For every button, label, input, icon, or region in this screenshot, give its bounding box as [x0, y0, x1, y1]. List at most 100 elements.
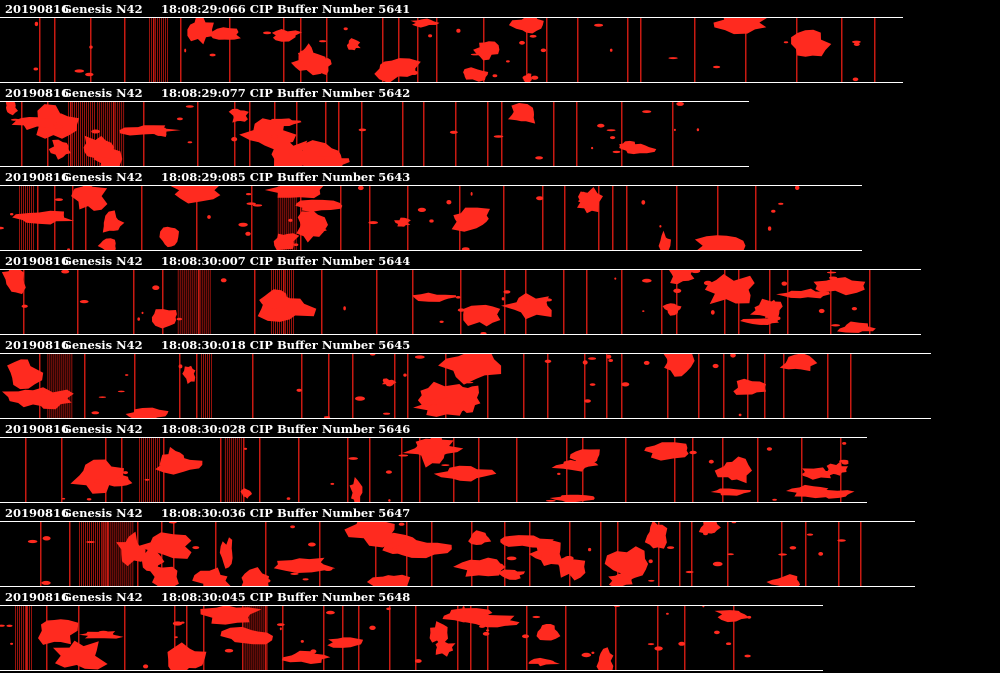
particle-blob [663, 354, 695, 377]
frame-boundary-line [375, 522, 377, 586]
particle-speck [252, 204, 263, 207]
particle-blob [429, 621, 448, 645]
particle-speck [403, 373, 407, 377]
frame-separator-line [111, 102, 113, 166]
frame-boundary-line [382, 18, 384, 82]
particle-speck [10, 118, 20, 121]
particle-speck [828, 276, 838, 280]
particle-speck [621, 382, 630, 387]
frame-boundary-line [186, 606, 188, 670]
particle-speck [139, 128, 144, 133]
frame-boundary-line [301, 354, 303, 418]
frame-separator-line [49, 354, 51, 418]
particle-speck [8, 102, 16, 105]
frame-separator-line [109, 102, 111, 166]
particle-speck [398, 522, 405, 526]
particle-speck [290, 572, 299, 575]
frame-boundary-line [755, 186, 757, 250]
particle-blob [501, 293, 552, 320]
particle-blob [5, 102, 18, 116]
particle-image-strip [0, 270, 895, 334]
particle-speck [578, 199, 587, 203]
particle-speck [712, 561, 723, 567]
particle-speck [323, 416, 331, 418]
particle-speck [522, 634, 529, 639]
particle-blob [264, 186, 324, 199]
frame-separator-line [89, 522, 90, 586]
frame-boundary-line [234, 102, 236, 166]
frame-separator-line [55, 354, 57, 418]
particle-speck [61, 270, 70, 274]
frame-boundary-line [179, 354, 181, 418]
strip-probe: Genesis N42 [62, 86, 143, 100]
particle-blob [1, 270, 26, 295]
particle-speck [323, 566, 333, 571]
particle-speck [358, 128, 367, 132]
particle-blob [346, 38, 361, 51]
particle-blob [271, 137, 313, 166]
particle-speck [54, 215, 64, 218]
particle-speck [302, 578, 309, 581]
particle-speck [564, 556, 574, 561]
particle-blob [813, 277, 866, 296]
frame-separator-line [78, 102, 79, 166]
frame-boundary-line [805, 522, 807, 586]
particle-speck [766, 447, 773, 451]
particle-blob [167, 642, 207, 670]
frame-separator-line [283, 186, 285, 250]
particle-speck [667, 239, 671, 244]
particle-speck [174, 636, 178, 639]
frame-separator-line [279, 186, 281, 250]
frame-boundary-line [196, 186, 198, 250]
particle-speck [540, 48, 547, 53]
particle-speck [91, 411, 100, 415]
strip-time-label: 18:08:30:028 CIP Buffer Number 5646 [161, 422, 411, 436]
frame-separator-line [88, 102, 89, 166]
frame-separator-line [285, 186, 287, 250]
frame-separator-line [187, 270, 189, 334]
particle-blob [807, 489, 855, 499]
frame-boundary-line [69, 522, 71, 586]
particle-speck [117, 390, 125, 393]
particle-speck [321, 157, 326, 160]
strip-bottom-rule [0, 670, 823, 671]
particle-speck [417, 207, 426, 212]
frame-separator-line [51, 354, 53, 418]
particle-speck [831, 324, 841, 327]
frame-boundary-line [676, 186, 678, 250]
frame-boundary-line [243, 438, 245, 502]
frame-separator-line [21, 606, 22, 670]
frame-separator-line [117, 102, 119, 166]
frame-separator-line [112, 522, 114, 586]
frame-separator-line [91, 522, 92, 586]
particle-speck [296, 388, 302, 392]
frame-boundary-line [564, 186, 566, 250]
particle-speck [853, 42, 860, 46]
particle-speck [641, 200, 646, 205]
frame-boundary-line [162, 270, 164, 334]
frame-boundary-line [198, 270, 200, 334]
particle-speck [470, 192, 473, 196]
particle-speck [529, 34, 537, 38]
frame-separator-line [74, 102, 75, 166]
particle-speck [467, 68, 477, 73]
particle-speck [355, 396, 365, 401]
particle-speck [610, 136, 616, 140]
frame-separator-line [155, 438, 156, 502]
strip-probe: Genesis N42 [62, 338, 143, 352]
particle-blob [344, 522, 395, 548]
particle-speck [461, 247, 470, 250]
particle-speck [116, 163, 120, 166]
frame-boundary-line [389, 606, 391, 670]
particle-blob [714, 610, 750, 623]
particle-speck [246, 202, 256, 205]
frame-boundary-line [197, 102, 199, 166]
frame-separator-line [29, 606, 30, 670]
frame-boundary-line [841, 18, 843, 82]
particle-image-strip [0, 102, 722, 166]
frame-separator-line [179, 270, 181, 334]
particle-speck [312, 145, 315, 148]
frame-separator-line [90, 102, 91, 166]
particle-speck [184, 48, 187, 53]
particle-blob [125, 407, 169, 418]
